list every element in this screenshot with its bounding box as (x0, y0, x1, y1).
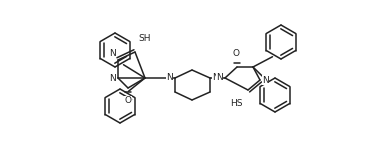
Text: O: O (233, 49, 240, 58)
Text: HS: HS (231, 99, 243, 108)
Text: O: O (124, 96, 131, 105)
Text: N: N (262, 76, 269, 84)
Text: N: N (109, 73, 116, 83)
Text: SH: SH (138, 34, 151, 43)
Text: N: N (216, 72, 223, 81)
Text: N: N (212, 72, 219, 81)
Text: N: N (109, 49, 116, 58)
Text: N: N (166, 72, 173, 81)
